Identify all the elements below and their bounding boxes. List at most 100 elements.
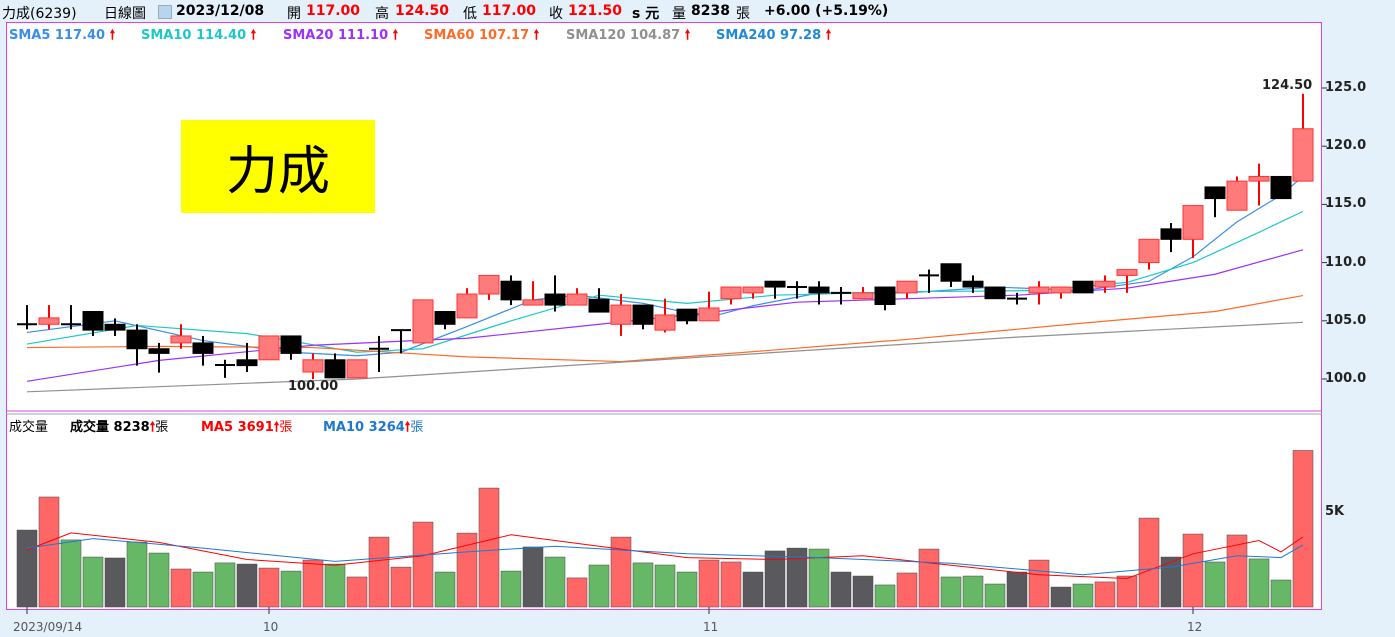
- candle-body: [1160, 228, 1182, 240]
- candle-body: [654, 314, 676, 331]
- candle-body: [280, 335, 302, 354]
- candle-body: [104, 323, 126, 331]
- sma-value: SMA240 97.28: [716, 28, 826, 43]
- low-label: 低: [463, 6, 477, 22]
- volume-ma-line-ma5: [26, 532, 1304, 580]
- candle-body: [456, 293, 478, 319]
- sma-value: SMA5 117.40: [9, 28, 110, 43]
- close-label: 收: [549, 6, 563, 22]
- candle-body: [1204, 186, 1226, 200]
- candle-body: [1072, 280, 1094, 294]
- candle-body: [698, 307, 720, 322]
- volume-legend: 成交量 8238🠕張: [70, 416, 168, 440]
- ma10-value: MA10 3264: [323, 420, 405, 435]
- ma5-legend: MA5 3691🠕張: [201, 416, 292, 440]
- candle-body: [852, 292, 874, 300]
- volume-bar: [214, 562, 236, 608]
- candle-body: [1270, 175, 1292, 200]
- low-annotation: 100.00: [288, 379, 339, 394]
- currency-unit: s 元: [632, 6, 660, 22]
- candle-body: [38, 317, 60, 325]
- volume-bar: [104, 557, 126, 608]
- candle-body: [1292, 128, 1314, 182]
- candle-body: [82, 310, 104, 331]
- volume-bar: [412, 521, 434, 608]
- volume-bar: [896, 572, 918, 608]
- volume-bar: [82, 556, 104, 608]
- high-label: 高: [375, 6, 389, 22]
- sma-legend-item: SMA5 117.40 🠕: [9, 26, 115, 48]
- volume-value: 8238: [691, 3, 730, 19]
- price-tick-label: 115.0: [1325, 196, 1367, 212]
- low-value: 117.00: [482, 3, 537, 19]
- price-tick-label: 120.0: [1325, 138, 1367, 154]
- volume-bar: [984, 583, 1006, 608]
- candle-body: [1138, 238, 1160, 264]
- period-label: 日線圖: [104, 6, 146, 22]
- volume-bar: [830, 571, 852, 608]
- ma-line-sma120: [26, 321, 1304, 393]
- price-tick-label: 125.0: [1325, 80, 1367, 95]
- up-arrow-icon: 🠕: [149, 420, 156, 435]
- volume-bar: [1050, 586, 1072, 608]
- volume-ma-line-ma10: [26, 538, 1304, 576]
- up-arrow-icon: 🠕: [684, 28, 691, 43]
- volume-bar: [390, 566, 412, 608]
- candle-body: [412, 299, 434, 344]
- ma5-value: MA5 3691: [201, 420, 274, 435]
- sma-legend-item: SMA20 111.10 🠕: [283, 26, 398, 48]
- volume-bar: [1248, 558, 1270, 608]
- volume-bar: [1138, 517, 1160, 608]
- volume-bar: [610, 536, 632, 608]
- volume-bar: [170, 568, 192, 608]
- volume-bar: [588, 564, 610, 608]
- open-label: 開: [287, 6, 301, 22]
- volume-bar: [38, 496, 60, 608]
- volume-bar: [852, 575, 874, 608]
- candle-body: [962, 280, 984, 288]
- volume-bar: [368, 536, 390, 608]
- volume-bar: [764, 550, 786, 608]
- volume-bar: [1292, 450, 1314, 608]
- unit: 張: [155, 420, 169, 435]
- date-tick-label: 11: [703, 620, 719, 634]
- price-tick-label: 105.0: [1325, 312, 1367, 328]
- volume-bar: [566, 577, 588, 608]
- unit: 張: [410, 420, 424, 435]
- volume-bar: [148, 552, 170, 608]
- candle-body: [522, 299, 544, 306]
- candle-body: [676, 308, 698, 322]
- volume-legend-value: 成交量 8238: [70, 420, 150, 435]
- high-value: 124.50: [395, 3, 450, 19]
- volume-bar: [60, 539, 82, 608]
- candle-body: [192, 342, 214, 354]
- ma10-legend: MA10 3264🠕張: [323, 416, 423, 440]
- candle-body: [1050, 286, 1072, 294]
- up-arrow-icon: 🠕: [250, 28, 257, 43]
- price-tick-label: 110.0: [1325, 254, 1367, 270]
- candle-body: [1226, 180, 1248, 211]
- volume-bar: [258, 567, 280, 608]
- candle-body: [346, 359, 368, 379]
- candle-body: [126, 329, 148, 350]
- candle-body: [1116, 269, 1138, 276]
- sma-legend-item: SMA120 104.87 🠕: [566, 26, 690, 48]
- price-tick-label: 100.0: [1325, 371, 1367, 386]
- candle-body: [170, 335, 192, 344]
- volume-bar: [434, 571, 456, 608]
- period-dropdown-icon[interactable]: [158, 5, 172, 19]
- candle-body: [1094, 280, 1116, 288]
- volume-bar: [16, 529, 38, 608]
- volume-title: 成交量: [9, 420, 49, 435]
- volume-bar: [346, 576, 368, 608]
- candle-body: [588, 298, 610, 313]
- volume-bar: [1072, 583, 1094, 608]
- candle-body: [984, 286, 1006, 300]
- candle-body: [940, 263, 962, 282]
- up-arrow-icon: 🠕: [533, 28, 540, 43]
- volume-bar: [522, 546, 544, 608]
- volume-bar: [126, 541, 148, 608]
- candle-body: [1182, 205, 1204, 240]
- candle-body: [764, 280, 786, 288]
